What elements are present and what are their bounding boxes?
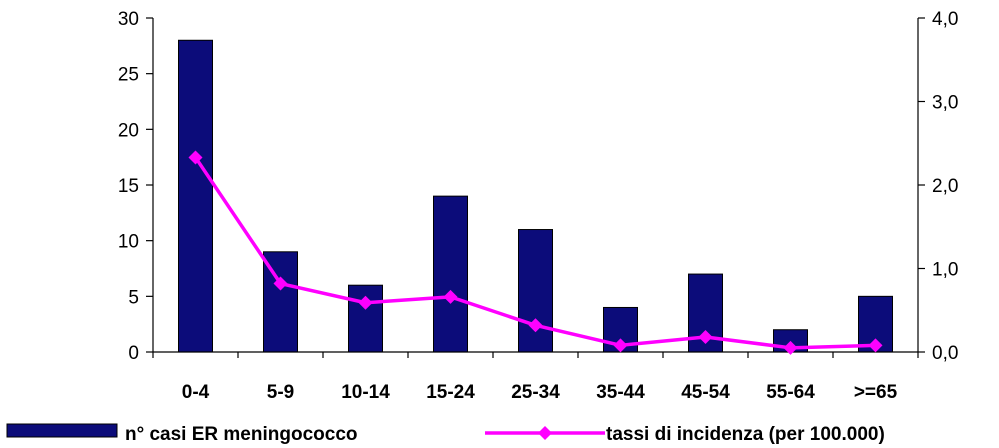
left-tick-label: 10 [118, 232, 139, 253]
category-label: 15-24 [426, 382, 475, 403]
line-series [188, 150, 883, 355]
category-label: >=65 [854, 382, 898, 403]
incidence-marker-1014 [358, 295, 373, 310]
right-tick-label: 2,0 [932, 176, 958, 197]
tick-labels: 0 5 10 15 20 25 30 0,0 1,0 2,0 3,0 4,0 0-4 5-9 10-14 15… [118, 9, 959, 403]
category-label: 55-64 [766, 382, 815, 403]
legend-label-rates: tassi di incidenza (per 100.000) [606, 424, 885, 445]
legend-marker [538, 426, 552, 440]
right-tick-label: 0,0 [932, 343, 958, 364]
legend-bar-swatch [6, 423, 118, 438]
legend-label-cases: n° casi ER meningococco [125, 424, 358, 445]
category-label: 5-9 [267, 382, 294, 403]
category-label: 35-44 [596, 382, 645, 403]
incidence-marker-5564 [783, 340, 798, 355]
bar-1014 [348, 284, 383, 353]
incidence-marker-3544 [613, 338, 628, 353]
left-tick-label: 0 [128, 343, 139, 364]
category-label: 10-14 [341, 382, 390, 403]
incidence-marker-59 [273, 276, 288, 291]
right-tick-label: 1,0 [932, 260, 958, 281]
left-tick-label: 30 [118, 9, 139, 30]
incidence-marker-65 [868, 338, 883, 353]
left-tick-label: 20 [118, 120, 139, 141]
bar-series [178, 39, 893, 353]
right-tick-label: 3,0 [932, 93, 958, 114]
right-tick-label: 4,0 [932, 9, 958, 30]
left-tick-label: 25 [118, 65, 139, 86]
incidence-marker-1524 [443, 289, 458, 304]
incidence-marker-4554 [698, 329, 713, 344]
bar-2534 [518, 229, 553, 353]
incidence-marker-2534 [528, 318, 543, 333]
bar-1524 [433, 195, 468, 353]
incidence-marker-04 [188, 150, 203, 165]
legend: n° casi ER meningococco tassi di incidenz… [6, 423, 885, 445]
category-label: 25-34 [511, 382, 560, 403]
category-label: 0-4 [182, 382, 210, 403]
left-tick-label: 5 [128, 287, 139, 308]
bar-04 [178, 39, 213, 353]
left-tick-label: 15 [118, 176, 139, 197]
category-label: 45-54 [681, 382, 730, 403]
